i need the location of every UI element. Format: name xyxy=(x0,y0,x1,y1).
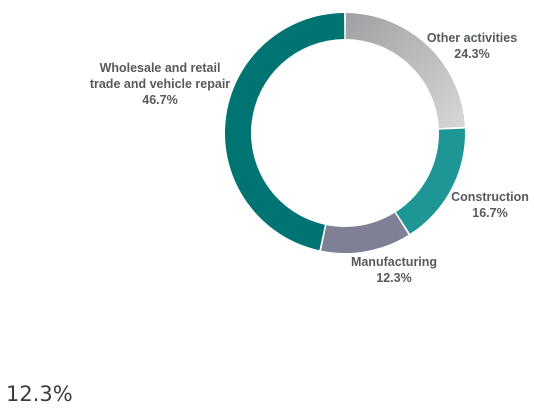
donut-slice-2 xyxy=(321,212,409,253)
slice-value-label: 46.7% xyxy=(142,93,177,107)
donut-slice-1 xyxy=(395,128,466,234)
slice-category-label: Wholesale and retail xyxy=(100,61,221,75)
slice-category-label: Manufacturing xyxy=(351,255,437,269)
slice-category-label: Construction xyxy=(451,190,529,204)
slice-value-label: 16.7% xyxy=(472,206,507,220)
footer-value: 12.3% xyxy=(6,382,73,406)
donut-chart: Other activities 24.3% Construction 16.7% Ma… xyxy=(90,13,529,285)
slice-value-label: 12.3% xyxy=(376,271,411,285)
slice-category-label: trade and vehicle repair xyxy=(90,77,230,91)
slice-category-label: Other activities xyxy=(427,31,517,45)
donut-slice-0 xyxy=(345,13,465,129)
slice-value-label: 24.3% xyxy=(454,47,489,61)
donut-slice-3 xyxy=(225,13,345,251)
